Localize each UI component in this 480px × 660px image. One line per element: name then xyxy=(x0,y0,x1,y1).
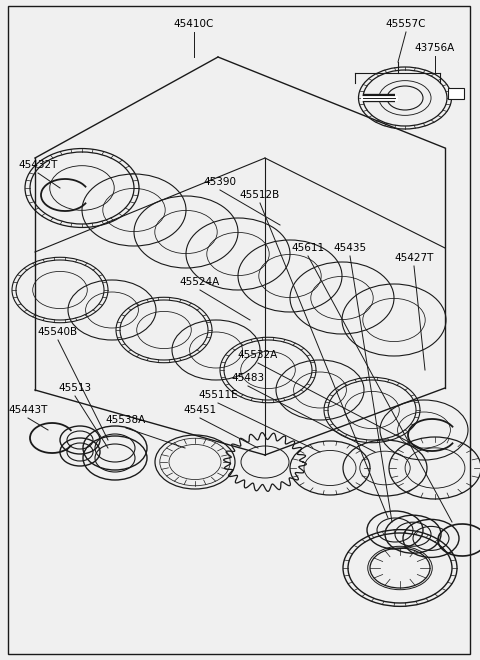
Text: 45451: 45451 xyxy=(183,405,216,415)
Text: 45410C: 45410C xyxy=(174,19,214,29)
Text: 45435: 45435 xyxy=(334,243,367,253)
Text: 45511E: 45511E xyxy=(198,390,238,400)
Text: 45538A: 45538A xyxy=(106,415,146,425)
Text: 45513: 45513 xyxy=(59,383,92,393)
FancyBboxPatch shape xyxy=(448,88,464,99)
Text: 45524A: 45524A xyxy=(180,277,220,287)
Text: 45390: 45390 xyxy=(204,177,237,187)
Text: 45427T: 45427T xyxy=(394,253,434,263)
Text: 45432T: 45432T xyxy=(18,160,58,170)
Text: 45512B: 45512B xyxy=(240,190,280,200)
Text: 45611: 45611 xyxy=(291,243,324,253)
Text: 45483: 45483 xyxy=(231,373,264,383)
Text: 45532A: 45532A xyxy=(238,350,278,360)
Text: 45557C: 45557C xyxy=(386,19,426,29)
Text: 43756A: 43756A xyxy=(415,43,455,53)
Text: 45443T: 45443T xyxy=(8,405,48,415)
Text: 45540B: 45540B xyxy=(38,327,78,337)
